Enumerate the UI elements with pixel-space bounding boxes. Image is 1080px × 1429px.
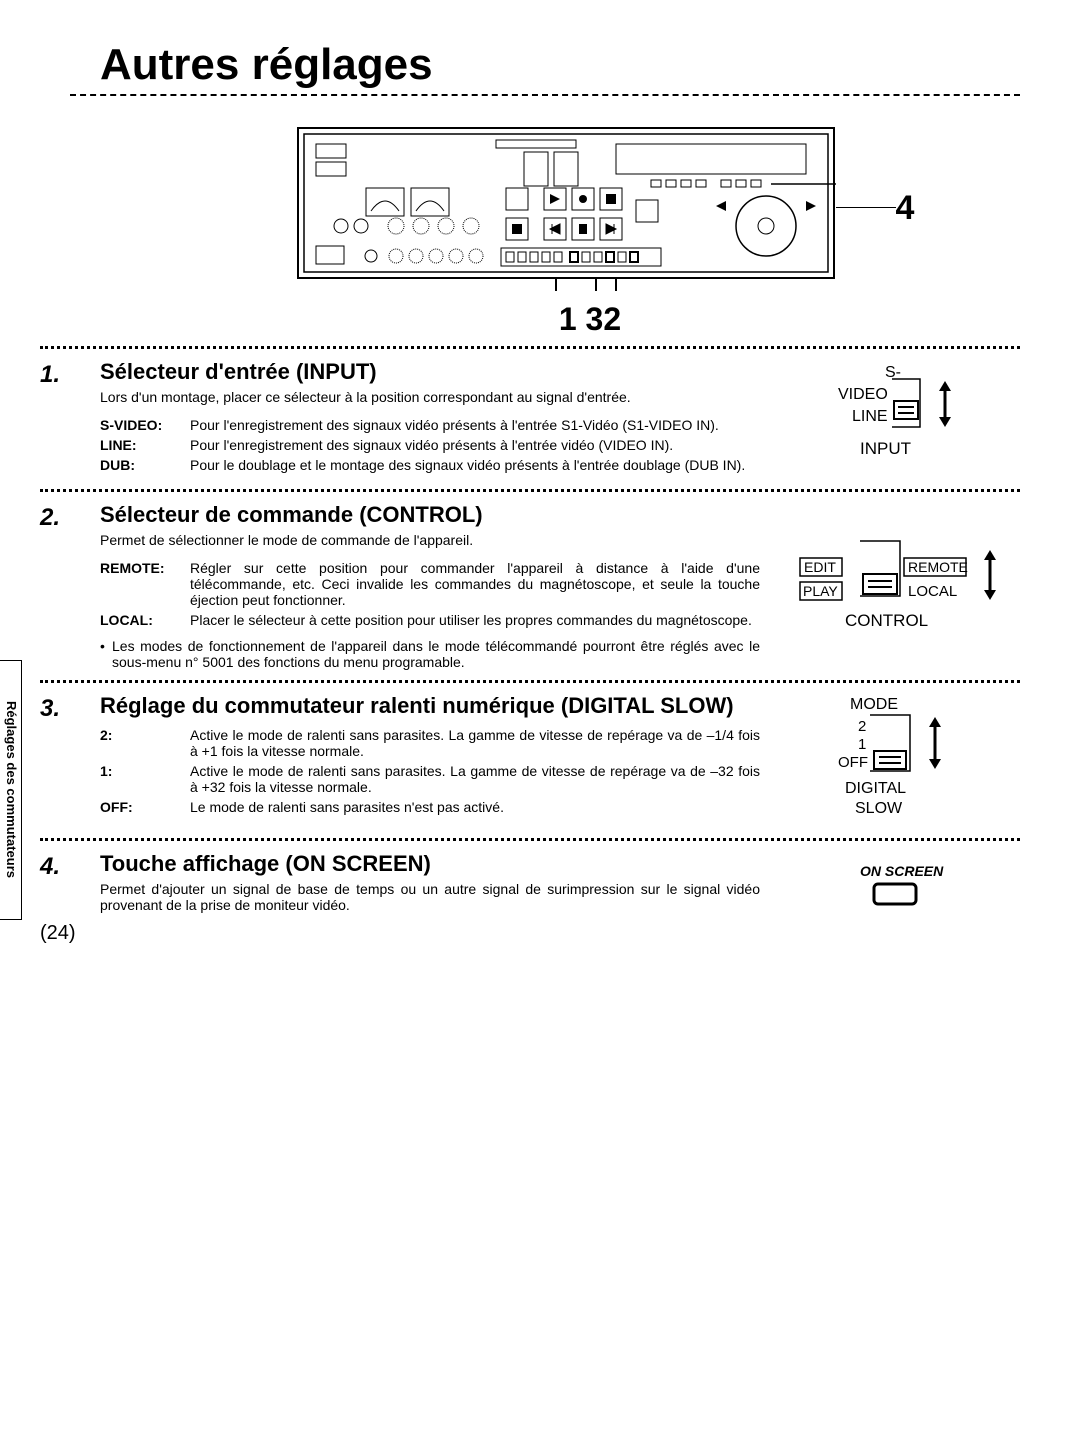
- diagram-label: MODE: [850, 696, 898, 713]
- def-label: OFF:: [100, 799, 190, 815]
- def-row: LOCAL: Placer le sélecteur à cette posit…: [100, 612, 760, 628]
- def-label: 2:: [100, 727, 190, 759]
- def-text: Placer le sélecteur à cette position pou…: [190, 612, 760, 628]
- diagram-label: 2: [858, 718, 866, 735]
- diagram-label: PLAY: [803, 583, 838, 599]
- section-4-intro: Permet d'ajouter un signal de base de te…: [100, 881, 760, 913]
- divider: [40, 680, 1020, 683]
- divider: [40, 838, 1020, 841]
- diagram-label: SLOW: [855, 800, 903, 817]
- def-label: DUB:: [100, 457, 190, 473]
- section-4-num: 4.: [40, 851, 100, 925]
- diagram-label: LINE: [852, 408, 888, 425]
- def-row: DUB: Pour le doublage et le montage des …: [100, 457, 760, 473]
- section-1-num: 1.: [40, 359, 100, 479]
- diagram-label: LOCAL: [908, 583, 957, 600]
- section-3-title: Réglage du commutateur ralenti numérique…: [100, 693, 760, 719]
- def-text: Pour le doublage et le montage des signa…: [190, 457, 760, 473]
- section-2-num: 2.: [40, 502, 100, 670]
- section-2: 2. Sélecteur de commande (CONTROL) Perme…: [40, 502, 1020, 670]
- section-1-title: Sélecteur d'entrée (INPUT): [100, 359, 760, 385]
- section-4-title: Touche affichage (ON SCREEN): [100, 851, 760, 877]
- diagram-label: ON SCREEN: [860, 863, 944, 879]
- diagram-label: EDIT: [804, 559, 836, 575]
- diagram-caption: CONTROL: [845, 611, 928, 630]
- section-4: 4. Touche affichage (ON SCREEN) Permet d…: [40, 851, 1020, 925]
- diagram-label: OFF: [838, 754, 868, 771]
- def-row: OFF: Le mode de ralenti sans parasites n…: [100, 799, 760, 815]
- def-row: LINE: Pour l'enregistrement des signaux …: [100, 437, 760, 453]
- def-row: 2: Active le mode de ralenti sans parasi…: [100, 727, 760, 759]
- def-text: Le mode de ralenti sans parasites n'est …: [190, 799, 760, 815]
- figure-numbers: 1 32: [160, 301, 1020, 338]
- section-2-title: Sélecteur de commande (CONTROL): [100, 502, 760, 528]
- device-figure: 4: [40, 126, 1020, 291]
- diagram-label: VIDEO: [838, 386, 888, 403]
- on-screen-diagram: ON SCREEN: [780, 851, 1020, 925]
- section-3-num: 3.: [40, 693, 100, 828]
- section-1-intro: Lors d'un montage, placer ce sélecteur à…: [100, 389, 760, 405]
- def-text: Régler sur cette position pour commander…: [190, 560, 760, 608]
- def-text: Active le mode de ralenti sans parasites…: [190, 727, 760, 759]
- vcr-device-illustration: [296, 126, 836, 291]
- title-underline: [70, 94, 1020, 96]
- def-label: LOCAL:: [100, 612, 190, 628]
- def-text: Pour l'enregistrement des signaux vidéo …: [190, 437, 760, 453]
- diagram-label: REMOTE: [908, 559, 968, 575]
- def-text: Pour l'enregistrement des signaux vidéo …: [190, 417, 760, 433]
- page-title: Autres réglages: [100, 40, 1020, 90]
- callout-4: 4: [896, 189, 915, 228]
- page-number: (24): [40, 922, 76, 945]
- divider: [40, 346, 1020, 349]
- input-switch-diagram: S- VIDEO LINE INPUT: [780, 359, 1020, 479]
- section-1: 1. Sélecteur d'entrée (INPUT) Lors d'un …: [40, 359, 1020, 479]
- control-switch-diagram: EDIT REMOTE PLAY LOCAL CONTROL: [780, 502, 1020, 670]
- section-3: 3. Réglage du commutateur ralenti numéri…: [40, 693, 1020, 828]
- diagram-label: 1: [858, 736, 866, 753]
- def-label: LINE:: [100, 437, 190, 453]
- def-text: Active le mode de ralenti sans parasites…: [190, 763, 760, 795]
- def-label: REMOTE:: [100, 560, 190, 608]
- def-row: S-VIDEO: Pour l'enregistrement des signa…: [100, 417, 760, 433]
- def-row: 1: Active le mode de ralenti sans parasi…: [100, 763, 760, 795]
- diagram-caption: INPUT: [860, 439, 911, 458]
- divider: [40, 489, 1020, 492]
- def-label: S-VIDEO:: [100, 417, 190, 433]
- digital-slow-diagram: MODE 2 1 OFF DIGITAL SLOW: [780, 693, 1020, 828]
- section-2-note: Les modes de fonctionnement de l'apparei…: [100, 638, 760, 670]
- side-tab: Réglages des commutateurs: [0, 660, 22, 920]
- section-2-intro: Permet de sélectionner le mode de comman…: [100, 532, 760, 548]
- diagram-label: DIGITAL: [845, 780, 906, 797]
- def-label: 1:: [100, 763, 190, 795]
- def-row: REMOTE: Régler sur cette position pour c…: [100, 560, 760, 608]
